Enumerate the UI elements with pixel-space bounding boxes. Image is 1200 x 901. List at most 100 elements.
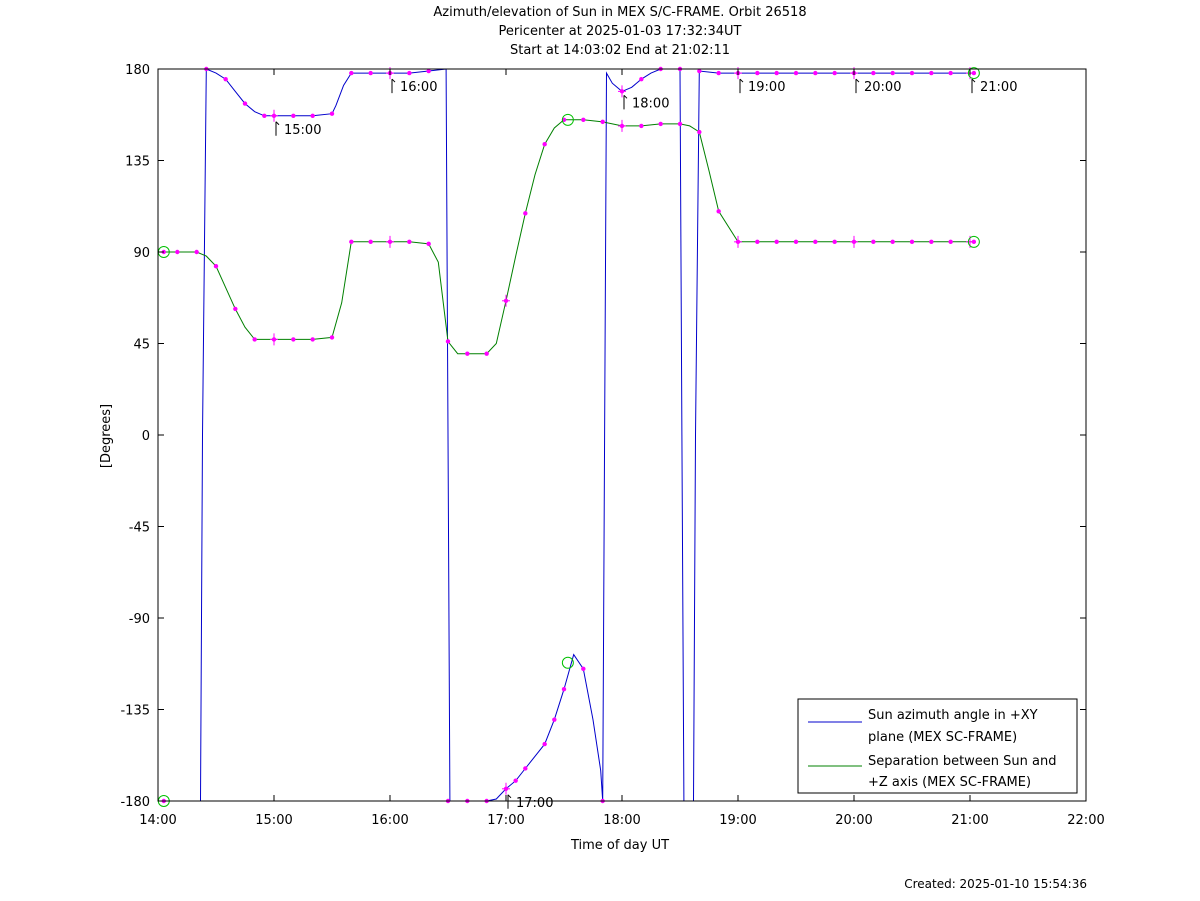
x-tick-label: 18:00 bbox=[603, 813, 640, 828]
x-tick-label: 22:00 bbox=[1067, 813, 1104, 828]
separation-marker bbox=[523, 211, 528, 216]
x-tick-label: 17:00 bbox=[487, 813, 524, 828]
azimuth-event-circle bbox=[967, 67, 980, 80]
legend-label-azimuth-line2: plane (MEX SC-FRAME) bbox=[868, 730, 1017, 745]
separation-marker bbox=[349, 239, 354, 245]
annotation-arrow-head bbox=[275, 121, 280, 126]
separation-marker bbox=[909, 239, 915, 245]
separation-marker bbox=[445, 339, 451, 344]
azimuth-marker bbox=[329, 111, 335, 116]
azimuth-line bbox=[163, 68, 974, 802]
separation-marker bbox=[697, 129, 702, 135]
y-tick-label: -180 bbox=[120, 795, 150, 810]
annotation-label: 20:00 bbox=[864, 80, 901, 95]
separation-marker bbox=[639, 123, 644, 129]
y-tick-label: 90 bbox=[133, 246, 150, 261]
separation-marker bbox=[871, 239, 876, 245]
separation-event-circle bbox=[561, 113, 574, 126]
x-tick-label: 19:00 bbox=[719, 813, 756, 828]
azimuth-marker bbox=[639, 76, 644, 82]
azimuth-marker bbox=[697, 68, 702, 74]
y-tick-label: 135 bbox=[125, 155, 150, 170]
azimuth-marker bbox=[793, 70, 799, 76]
azimuth-marker bbox=[523, 766, 528, 771]
separation-marker bbox=[426, 241, 431, 247]
annotation-label: 17:00 bbox=[516, 796, 553, 811]
azimuth-marker bbox=[513, 778, 518, 783]
legend-label-separation-line1: Separation between Sun and bbox=[868, 754, 1056, 769]
azimuth-event-circle bbox=[561, 656, 574, 669]
azimuth-marker bbox=[223, 76, 228, 82]
chart-title: Azimuth/elevation of Sun in MEX S/C-FRAM… bbox=[433, 5, 807, 20]
axis-layer: 14:00 15:00 16:00 17:00 18:00 19:00 20:00 21:00… bbox=[120, 63, 1104, 828]
separation-marker bbox=[581, 117, 586, 123]
x-axis-label: Time of day UT bbox=[570, 838, 669, 853]
annotation-arrow-head bbox=[391, 78, 396, 83]
separation-marker bbox=[929, 239, 934, 245]
y-tick-label: -45 bbox=[129, 521, 150, 536]
separation-marker bbox=[542, 142, 547, 147]
azimuth-marker bbox=[349, 70, 354, 76]
marker-layer bbox=[157, 66, 980, 807]
pericenter-text: Pericenter at 2025-01-03 17:32:34UT bbox=[498, 24, 742, 39]
annotation-label: 19:00 bbox=[748, 80, 785, 95]
x-tick-label: 14:00 bbox=[139, 813, 176, 828]
y-axis-label: [Degrees] bbox=[99, 404, 114, 468]
x-tick-label: 15:00 bbox=[255, 813, 292, 828]
y-tick-label: -135 bbox=[120, 704, 150, 719]
annotation-label: 18:00 bbox=[632, 96, 669, 111]
y-tick-label: -90 bbox=[129, 612, 150, 627]
separation-marker bbox=[233, 306, 238, 312]
separation-marker bbox=[716, 209, 721, 214]
azimuth-marker bbox=[755, 70, 760, 76]
azimuth-marker bbox=[929, 70, 934, 76]
separation-event-circle bbox=[967, 235, 980, 248]
azimuth-marker bbox=[832, 70, 837, 76]
azimuth-marker bbox=[581, 666, 586, 672]
created-timestamp: Created: 2025-01-10 15:54:36 bbox=[904, 877, 1087, 891]
x-tick-label: 21:00 bbox=[951, 813, 988, 828]
annotation-arrow-head bbox=[739, 78, 744, 83]
annotation-arrow-head bbox=[855, 78, 860, 83]
separation-marker bbox=[813, 239, 818, 245]
y-tick-label: 0 bbox=[142, 429, 150, 444]
separation-marker bbox=[677, 121, 683, 127]
separation-marker bbox=[793, 239, 799, 245]
azimuth-marker bbox=[909, 70, 915, 76]
legend-box bbox=[797, 698, 1078, 794]
separation-marker bbox=[213, 264, 219, 269]
separation-marker bbox=[310, 337, 315, 342]
start-end-text: Start at 14:03:02 End at 21:02:11 bbox=[509, 43, 731, 58]
separation-marker bbox=[948, 239, 953, 245]
separation-marker bbox=[484, 351, 489, 356]
separation-marker bbox=[600, 119, 605, 125]
azimuth-marker bbox=[542, 741, 547, 747]
y-tick-label: 45 bbox=[133, 338, 150, 353]
annotation-label: 16:00 bbox=[400, 80, 437, 95]
separation-marker bbox=[755, 239, 760, 245]
separation-marker bbox=[368, 239, 373, 245]
x-tick-label: 20:00 bbox=[835, 813, 872, 828]
separation-marker bbox=[291, 337, 296, 342]
separation-marker bbox=[407, 239, 412, 245]
annotation-arrow-head bbox=[971, 78, 976, 83]
legend: Sun azimuth angle in +XY plane (MEX SC-F… bbox=[797, 698, 1078, 794]
annotation-layer: 15:00 16:00 17:00 18:00 19:00 20:00 21:00 bbox=[275, 78, 1017, 811]
separation-marker bbox=[252, 337, 257, 342]
annotation-arrow-head bbox=[623, 94, 628, 99]
azimuth-marker bbox=[890, 70, 895, 76]
azimuth-marker bbox=[561, 686, 567, 692]
azimuth-marker bbox=[242, 101, 248, 106]
separation-line bbox=[163, 119, 974, 355]
separation-marker bbox=[658, 121, 663, 127]
azimuth-marker bbox=[716, 70, 721, 76]
azimuth-marker bbox=[813, 70, 818, 76]
legend-label-azimuth-line1: Sun azimuth angle in +XY bbox=[868, 708, 1038, 723]
annotation-label: 15:00 bbox=[284, 123, 321, 138]
separation-marker bbox=[774, 239, 779, 245]
azimuth-marker bbox=[262, 113, 267, 118]
separation-marker bbox=[175, 249, 180, 255]
series-layer bbox=[163, 68, 974, 802]
azimuth-marker bbox=[368, 70, 373, 76]
